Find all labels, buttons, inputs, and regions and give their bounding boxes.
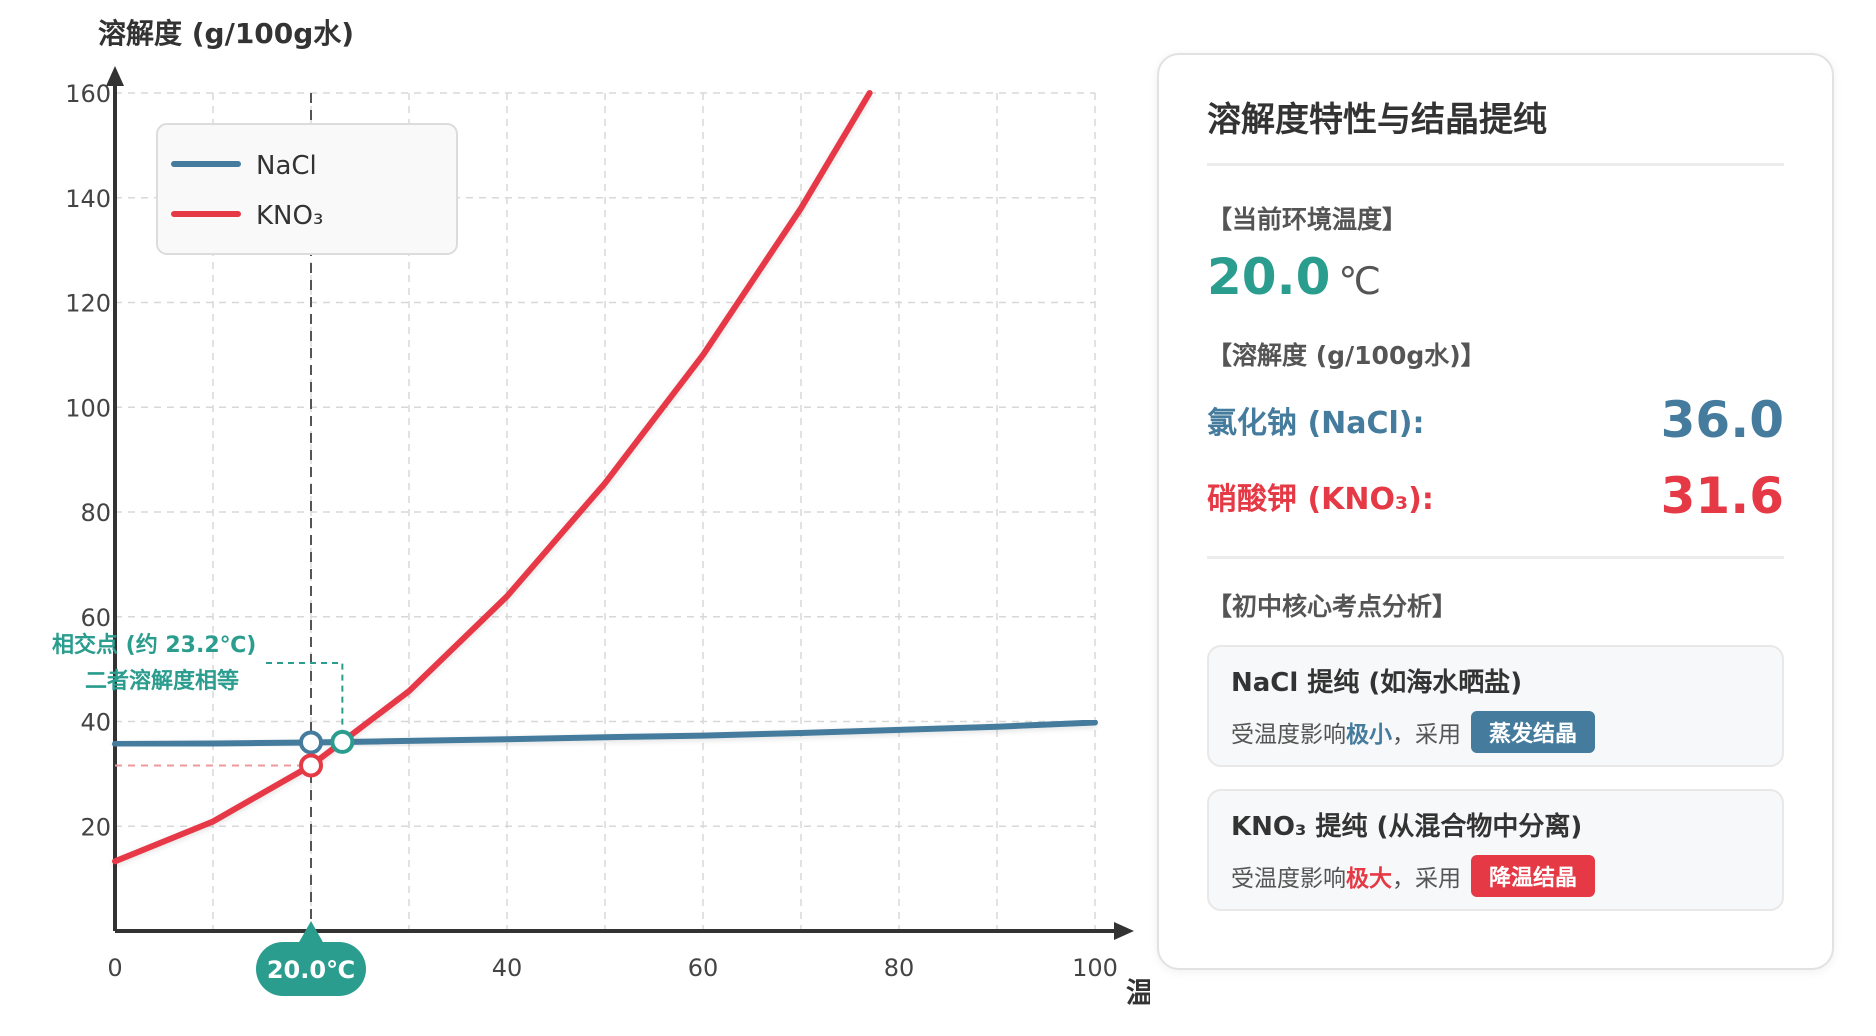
x-tick-label: 100: [1072, 954, 1118, 982]
card-desc-suffix: ，采用: [1392, 866, 1461, 892]
temp-value: 20.0: [1207, 248, 1331, 306]
nacl-value: 36.0: [1660, 391, 1784, 449]
legend-label-nacl: NaCl: [256, 151, 317, 181]
legend-box: [156, 123, 458, 255]
kno3-value: 31.6: [1660, 467, 1784, 525]
y-tick-label: 140: [65, 185, 111, 213]
nacl-analysis-card: NaCl 提纯 (如海水晒盐) 受温度影响 极小 ，采用 蒸发结晶: [1207, 645, 1784, 767]
axes: [106, 66, 1134, 940]
y-tick-label: 60: [80, 604, 111, 632]
nacl-row: 氯化钠 (NaCl): 36.0: [1207, 382, 1784, 458]
y-tick-label: 20: [80, 813, 111, 841]
y-tick-label: 120: [65, 290, 111, 318]
intersection-point: [330, 729, 355, 754]
card-title: NaCl 提纯 (如海水晒盐): [1231, 668, 1523, 698]
method-chip: 蒸发结晶: [1471, 711, 1596, 753]
card-desc-suffix: ，采用: [1392, 722, 1461, 748]
kno3-current-point: [299, 753, 323, 778]
temp-badge-pointer: [298, 921, 324, 944]
x-axis-title: 温度 (℃): [1126, 976, 1150, 1009]
y-tick-label: 160: [65, 80, 111, 108]
card-desc-emphasis: 极小: [1346, 722, 1392, 748]
annotation-line1: 相交点 (约 23.2℃): [52, 632, 256, 658]
temp-unit: ℃: [1338, 259, 1382, 303]
info-panel: 溶解度特性与结晶提纯 【当前环境温度】 20.0 ℃ 【溶解度 (g/100g水…: [1157, 53, 1834, 970]
chart-svg: 0 40 60 80 100 20 40 60 80 100 120 140 160 溶解度 (g/10…: [52, 17, 1150, 1009]
kno3-name: 硝酸钾 (KNO₃):: [1207, 482, 1434, 517]
intersection-annotation: 相交点 (约 23.2℃) 二者溶解度相等: [52, 632, 256, 694]
method-chip: 降温结晶: [1471, 855, 1596, 897]
x-tick-label: 40: [492, 954, 523, 982]
nacl-current-point: [299, 730, 323, 755]
analysis-section-label: 【初中核心考点分析】: [1207, 592, 1458, 621]
solubility-chart: 0 40 60 80 100 20 40 60 80 100 120 140 160 溶解度 (g/10…: [52, 17, 1150, 1009]
tick-labels: 0 40 60 80 100 20 40 60 80 100 120 140 160: [65, 80, 1118, 982]
y-axis-title: 溶解度 (g/100g水): [98, 17, 354, 50]
divider: [1207, 556, 1784, 559]
x-tick-label: 60: [688, 954, 719, 982]
grid: [115, 92, 1096, 931]
card-desc-prefix: 受温度影响: [1231, 722, 1346, 748]
temp-badge-label: 20.0℃: [267, 956, 355, 984]
panel-title: 溶解度特性与结晶提纯: [1207, 100, 1547, 140]
annotation-line2: 二者溶解度相等: [85, 668, 239, 694]
x-axis-arrow: [1114, 922, 1134, 940]
divider: [1207, 163, 1784, 166]
y-tick-label: 100: [65, 394, 111, 422]
card-title: KNO₃ 提纯 (从混合物中分离): [1231, 812, 1583, 842]
markers: [299, 729, 355, 778]
temperature-slider-handle[interactable]: 20.0℃: [256, 921, 366, 996]
x-tick-label: 80: [884, 954, 915, 982]
series-line-nacl: [112, 719, 1098, 747]
solubility-section-label: 【溶解度 (g/100g水)】: [1207, 341, 1486, 370]
temp-badge[interactable]: [256, 942, 366, 996]
series: [112, 90, 1098, 865]
y-axis-arrow: [106, 66, 124, 86]
y-tick-label: 80: [80, 499, 111, 527]
card-desc-emphasis: 极大: [1346, 866, 1392, 892]
kno3-row: 硝酸钾 (KNO₃): 31.6: [1207, 458, 1784, 534]
x-tick-label: 0: [107, 954, 122, 982]
legend-label-kno3: KNO₃: [256, 201, 323, 231]
card-desc-prefix: 受温度影响: [1231, 866, 1346, 892]
temp-readout: 20.0 ℃: [1207, 248, 1784, 318]
y-tick-label: 40: [80, 709, 111, 737]
kno3-analysis-card: KNO₃ 提纯 (从混合物中分离) 受温度影响 极大 ，采用 降温结晶: [1207, 789, 1784, 911]
card-description: 受温度影响 极大 ，采用 降温结晶: [1231, 855, 1760, 897]
series-line-kno3: [112, 90, 873, 865]
nacl-name: 氯化钠 (NaCl):: [1207, 406, 1425, 441]
card-description: 受温度影响 极小 ，采用 蒸发结晶: [1231, 711, 1760, 753]
annotation-connector: [266, 662, 344, 730]
legend: NaCl KNO₃: [156, 123, 458, 255]
temp-section-label: 【当前环境温度】: [1207, 205, 1408, 234]
